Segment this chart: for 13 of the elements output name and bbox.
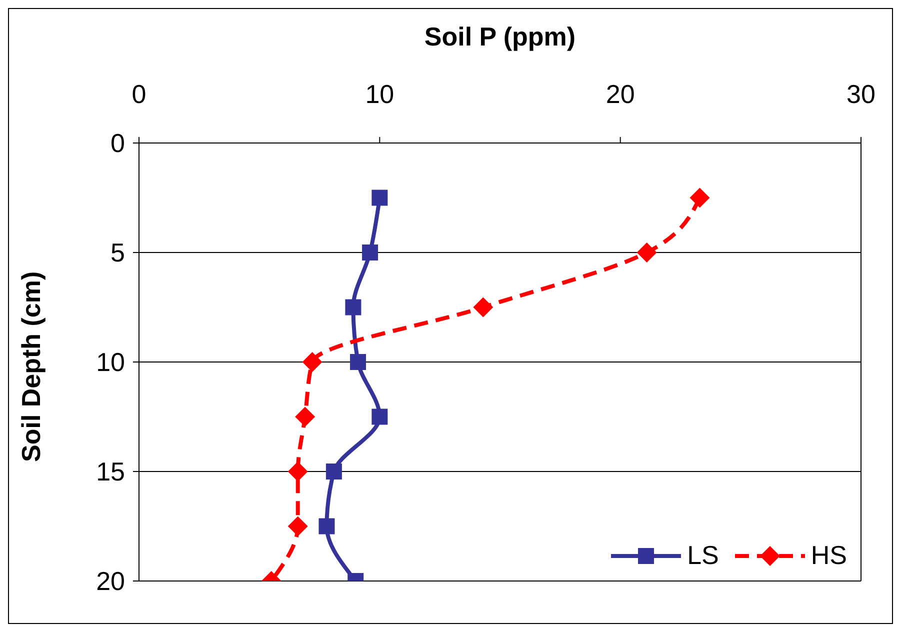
x-tick-label: 20 <box>606 79 635 109</box>
y-tick-label: 15 <box>96 456 125 487</box>
legend-label: LS <box>687 540 719 571</box>
y-tick-label: 10 <box>96 347 125 378</box>
x-tick-label: 0 <box>132 79 146 109</box>
y-tick-label: 5 <box>110 238 125 268</box>
y-axis-title: Soil Depth (cm) <box>16 271 46 462</box>
y-tick-label: 0 <box>110 128 125 158</box>
y-tick-label: 20 <box>96 566 125 596</box>
x-axis-title: Soil P (ppm) <box>424 21 576 52</box>
x-tick-label: 10 <box>365 79 394 109</box>
legend-label: HS <box>810 540 847 571</box>
x-tick-label: 30 <box>846 79 876 109</box>
